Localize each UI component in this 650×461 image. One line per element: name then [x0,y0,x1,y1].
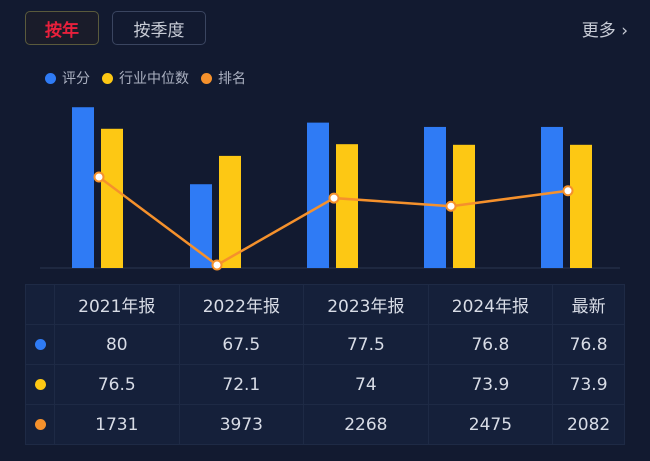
column-header: 2023年报 [303,284,429,325]
legend-item-median[interactable]: 行业中位数 [102,68,189,88]
table-row: 80 67.5 77.5 76.8 76.8 [25,324,625,365]
table-cell: 77.5 [303,324,429,365]
series-color-dot [34,338,46,350]
column-header: 2021年报 [54,284,180,325]
legend-item-rank[interactable]: 排名 [201,68,246,88]
more-link[interactable]: 更多 › [581,21,628,41]
table-cell: 76.8 [427,324,554,365]
rank-line [98,175,569,267]
table-cell: 2475 [427,404,554,445]
table-header-row: 2021年报 2022年报 2023年报 2024年报 最新 [25,284,625,325]
table-cell: 67.5 [178,324,305,365]
score-bar [72,107,94,268]
table-cell: 3973 [178,404,305,445]
table-cell: 2268 [303,404,429,445]
table-cell: 80 [54,324,180,365]
score-bar [424,126,446,268]
rank-point [211,259,223,271]
table-cell: 73.9 [552,364,625,405]
table-cell: 1731 [54,404,180,445]
series-color-dot [34,418,46,430]
legend-item-score[interactable]: 评分 [45,68,90,88]
table-cell: 76.8 [552,324,625,365]
tab-by-year[interactable]: 按年 [25,11,99,45]
column-header: 2022年报 [178,284,305,325]
table-cell: 74 [303,364,429,405]
rank-point [328,192,340,204]
score-bar [541,126,563,268]
median-bar [570,144,592,268]
rank-point [93,171,105,183]
rank-point [562,185,574,197]
table-row: 76.5 72.1 74 73.9 73.9 [25,364,625,405]
table-cell: 2082 [552,404,625,445]
legend: 评分 行业中位数 排名 [45,68,246,88]
table-cell: 72.1 [178,364,305,405]
median-bar [336,144,358,268]
median-bar [219,155,241,268]
table-row: 1731 3973 2268 2475 2082 [25,404,625,445]
score-bar [190,184,212,268]
rank-point [445,200,457,212]
chart [40,107,620,271]
table-cell: 76.5 [54,364,180,405]
median-bar [453,144,475,268]
column-header: 最新 [552,284,625,325]
table-cell: 73.9 [427,364,554,405]
tab-by-quarter[interactable]: 按季度 [112,11,206,45]
series-color-dot [34,378,46,390]
score-bar [307,122,329,269]
median-bar [101,128,123,268]
data-table: 2021年报 2022年报 2023年报 2024年报 最新 80 67.5 77.5 76.8… [25,284,625,445]
column-header: 2024年报 [427,284,554,325]
